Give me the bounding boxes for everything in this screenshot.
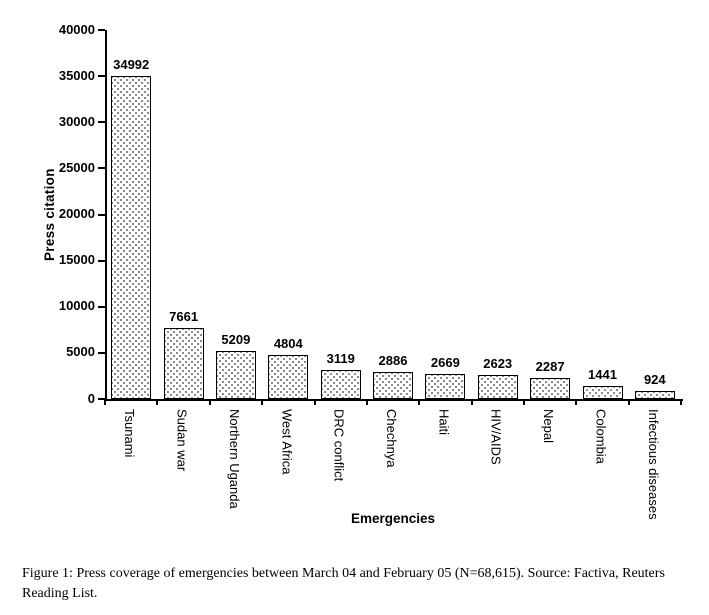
x-tick-mark xyxy=(418,399,421,405)
bar-category-label: Chechnya xyxy=(384,409,399,468)
y-tick-label: 0 xyxy=(87,390,95,406)
bar-value-label: 2886 xyxy=(378,353,408,369)
x-tick-mark xyxy=(156,399,159,405)
y-tick-mark xyxy=(98,213,105,216)
bar-drc-conflict xyxy=(320,370,361,399)
bar-value-label: 4804 xyxy=(273,335,303,351)
y-tick-mark xyxy=(98,167,105,170)
y-tick-label: 30000 xyxy=(58,113,95,129)
figure-caption: Figure 1: Press coverage of emergencies … xyxy=(22,566,665,602)
bar-value-label: 2287 xyxy=(535,358,565,374)
y-tick-mark xyxy=(98,29,105,31)
bar-colombia xyxy=(582,385,623,399)
bar-category-label: Nepal xyxy=(541,409,557,443)
y-tick-mark xyxy=(98,75,105,78)
x-axis-title: Emergencies xyxy=(350,511,436,526)
y-tick-label: 20000 xyxy=(58,206,95,221)
bar-value-label: 2623 xyxy=(483,355,513,371)
bar-value-label: 924 xyxy=(643,371,666,387)
y-tick-mark xyxy=(98,398,105,400)
y-tick-mark xyxy=(98,305,105,308)
bar-value-label: 7661 xyxy=(169,309,199,325)
bar-hiv-aids xyxy=(477,374,518,399)
x-tick-mark xyxy=(470,399,473,405)
bar-haiti xyxy=(425,374,466,399)
x-tick-mark xyxy=(313,399,316,405)
x-tick-mark xyxy=(104,399,106,405)
bar-category-label: DRC conflict xyxy=(331,409,347,482)
bar-value-label: 3119 xyxy=(326,351,355,367)
bar-category-label: Haiti xyxy=(436,409,452,436)
x-tick-mark xyxy=(680,399,682,405)
bar-category-label: Tsunami xyxy=(122,409,138,458)
bar-sudan-war xyxy=(163,328,204,399)
bar-tsunami xyxy=(111,76,152,399)
bar-infectious-diseases xyxy=(634,390,675,399)
bar-category-label: Colombia xyxy=(593,409,609,464)
bar-category-label: Infectious diseases xyxy=(645,409,661,520)
x-tick-mark xyxy=(365,399,368,405)
bar-value-label: 2669 xyxy=(430,355,460,371)
bar-category-label: West Africa xyxy=(279,409,295,475)
y-tick-label: 25000 xyxy=(58,159,95,175)
bar-category-label: Sudan war xyxy=(174,409,190,472)
y-tick-label: 40000 xyxy=(58,21,95,37)
y-tick-label: 15000 xyxy=(58,252,95,268)
x-tick-mark xyxy=(208,399,211,405)
x-tick-mark xyxy=(261,399,264,405)
bar-category-label: Northern Uganda xyxy=(226,409,242,509)
bar-nepal xyxy=(530,377,571,399)
bar-west-africa xyxy=(268,354,309,399)
x-tick-mark xyxy=(575,399,578,405)
x-tick-mark xyxy=(627,399,630,405)
y-tick-label: 10000 xyxy=(58,298,95,314)
bar-value-label: 1441 xyxy=(588,366,617,382)
bar-value-label: 34992 xyxy=(113,57,150,73)
plot-frame xyxy=(105,30,683,401)
x-tick-mark xyxy=(522,399,525,405)
y-tick-label: 5000 xyxy=(66,344,95,360)
y-tick-mark xyxy=(98,259,105,262)
bar-category-label: HIV/AIDS xyxy=(488,409,504,465)
bar-chechnya xyxy=(373,372,413,399)
y-tick-mark xyxy=(98,121,105,124)
y-tick-label: 35000 xyxy=(58,67,95,83)
y-tick-mark xyxy=(98,351,105,354)
bar-northern-uganda xyxy=(215,350,256,399)
bar-value-label: 5209 xyxy=(221,331,251,347)
